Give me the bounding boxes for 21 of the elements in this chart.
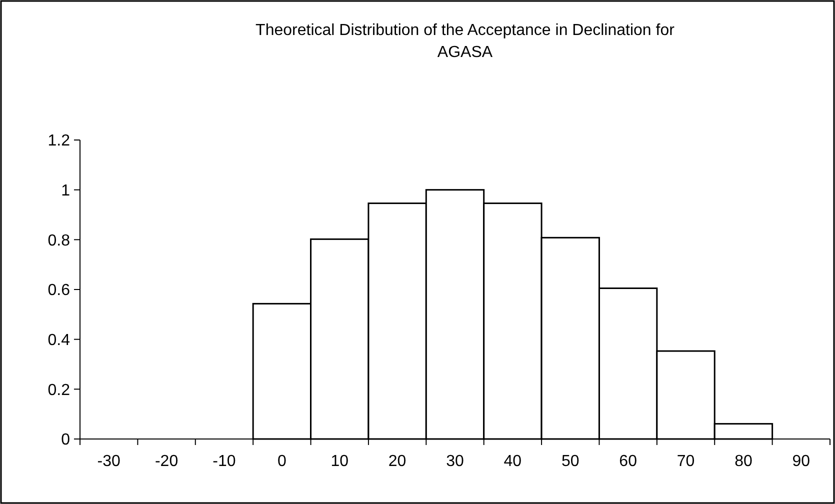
y-tick-label: 0.8 <box>48 232 70 250</box>
y-tick-label: 0.2 <box>48 382 70 399</box>
x-tick-label: 20 <box>388 453 406 470</box>
x-tick-label: -20 <box>154 453 178 470</box>
y-tick-label: 0.4 <box>48 332 70 349</box>
chart-title: Theoretical Distribution of the Acceptance in Declination for AGASA <box>256 22 676 61</box>
x-tick-label: 30 <box>446 453 464 470</box>
y-tick-label: 0 <box>61 432 70 449</box>
x-tick-label: -30 <box>97 453 121 470</box>
x-tick-label: 50 <box>561 453 580 470</box>
x-tick-label: 60 <box>619 453 638 470</box>
y-tick-label: 1.2 <box>48 132 70 150</box>
x-tick-label: 70 <box>676 453 695 470</box>
y-tick-label: 1 <box>61 182 70 200</box>
y-tick-label: 0.6 <box>48 282 70 300</box>
x-tick-label: 10 <box>330 453 349 470</box>
x-tick-label: -10 <box>212 453 236 470</box>
x-tick-label: 0 <box>277 453 286 470</box>
x-tick-label: 80 <box>734 453 752 470</box>
x-tick-label: 40 <box>504 453 522 470</box>
x-tick-label: 90 <box>792 453 810 470</box>
